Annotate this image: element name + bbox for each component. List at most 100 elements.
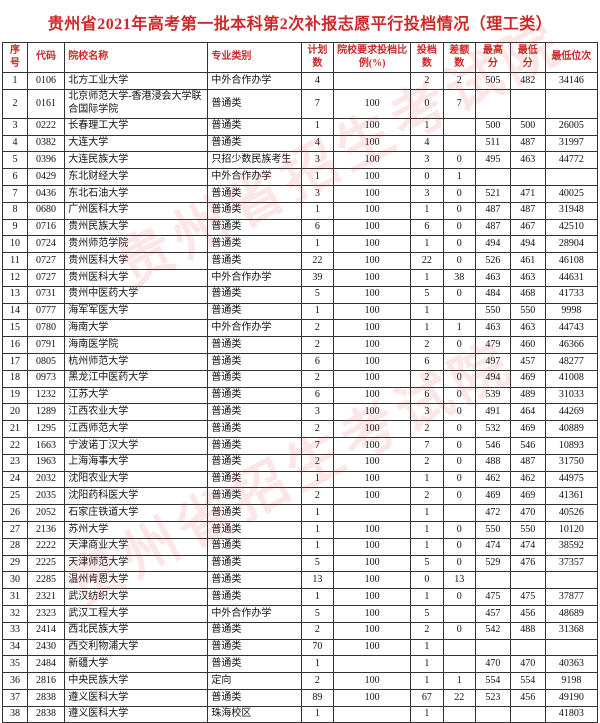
table-cell: 北京师范大学-香港浸会大学联合国际学院: [65, 89, 208, 118]
col-min: 最低分: [510, 43, 545, 73]
table-cell: 沈阳药科医大学: [65, 488, 208, 505]
table-cell: 40025: [545, 185, 597, 202]
table-cell: 31750: [545, 454, 597, 471]
table-cell: 珠海校区: [208, 706, 301, 723]
table-cell: 67: [411, 689, 443, 706]
table-cell: 2838: [27, 706, 64, 723]
table-cell: 普通类: [208, 521, 301, 538]
table-cell: 普通类: [208, 253, 301, 270]
table-cell: 1: [411, 303, 443, 320]
table-cell: 100: [334, 404, 411, 421]
table-cell: 554: [475, 673, 510, 690]
table-cell: 0: [443, 437, 475, 454]
table-cell: 100: [334, 269, 411, 286]
table-cell: 100: [334, 437, 411, 454]
table-row: 272136苏州大学普通类11001055055010120: [3, 521, 598, 538]
table-cell: [510, 169, 545, 186]
table-cell: 529: [475, 555, 510, 572]
table-cell: 487: [475, 219, 510, 236]
table-cell: 554: [510, 673, 545, 690]
table-row: 120727贵州医科大学中外合作办学3910013846346344631: [3, 269, 598, 286]
table-cell: 7: [443, 89, 475, 118]
table-cell: 大连大学: [65, 135, 208, 152]
table-cell: 482: [510, 73, 545, 90]
table-cell: 488: [475, 454, 510, 471]
table-cell: 2484: [27, 656, 64, 673]
table-cell: 546: [475, 437, 510, 454]
table-cell: 497: [475, 353, 510, 370]
table-cell: 1: [301, 236, 333, 253]
table-cell: 26: [3, 505, 28, 522]
table-cell: 普通类: [208, 622, 301, 639]
table-cell: 0777: [27, 303, 64, 320]
table-cell: 461: [510, 253, 545, 270]
table-cell: [475, 89, 510, 118]
table-cell: 1663: [27, 437, 64, 454]
table-row: 322323武汉工程大学中外合作办学5100545745648689: [3, 605, 598, 622]
table-cell: 487: [510, 135, 545, 152]
table-cell: 1: [301, 505, 333, 522]
table-row: 352484新疆大学普通类1147047040363: [3, 656, 598, 673]
table-cell: [443, 656, 475, 673]
table-cell: 463: [510, 152, 545, 169]
table-cell: 456: [510, 605, 545, 622]
table-cell: 521: [475, 185, 510, 202]
table-cell: 江苏大学: [65, 387, 208, 404]
table-cell: [510, 706, 545, 723]
table-cell: 0106: [27, 73, 64, 90]
table-cell: 100: [334, 89, 411, 118]
table-cell: 2: [301, 488, 333, 505]
table-cell: 31: [3, 589, 28, 606]
table-cell: 18: [3, 370, 28, 387]
table-cell: 普通类: [208, 219, 301, 236]
table-cell: 0: [411, 89, 443, 118]
table-cell: 1: [301, 202, 333, 219]
table-cell: 中外合作办学: [208, 269, 301, 286]
admission-table: 序号 代码 院校名称 专业类别 计划数 院校要求投档比例(%) 投档数 差额数 …: [2, 42, 598, 723]
table-cell: 1: [301, 471, 333, 488]
table-cell: 0: [443, 471, 475, 488]
table-cell: 6: [3, 169, 28, 186]
table-cell: 474: [510, 538, 545, 555]
table-cell: 523: [475, 689, 510, 706]
table-cell: 487: [475, 202, 510, 219]
table-cell: 476: [510, 555, 545, 572]
table-cell: 1: [443, 673, 475, 690]
table-cell: 普通类: [208, 303, 301, 320]
table-cell: 14: [3, 303, 28, 320]
table-cell: 100: [334, 387, 411, 404]
table-cell: 普通类: [208, 202, 301, 219]
table-cell: 475: [475, 589, 510, 606]
table-cell: 100: [334, 689, 411, 706]
col-plan: 计划数: [301, 43, 333, 73]
table-cell: 2: [411, 370, 443, 387]
table-cell: 3: [301, 152, 333, 169]
table-cell: 0: [411, 169, 443, 186]
table-cell: 中外合作办学: [208, 320, 301, 337]
table-cell: 20: [3, 404, 28, 421]
table-cell: 46366: [545, 337, 597, 354]
table-cell: 0161: [27, 89, 64, 118]
table-cell: 海南医学院: [65, 337, 208, 354]
table-cell: 0: [443, 152, 475, 169]
table-cell: 0: [443, 538, 475, 555]
table-cell: [334, 505, 411, 522]
table-cell: 5: [301, 555, 333, 572]
table-cell: [545, 639, 597, 656]
table-cell: 41361: [545, 488, 597, 505]
table-cell: 0: [443, 421, 475, 438]
table-cell: 中央民族大学: [65, 673, 208, 690]
table-cell: 0: [443, 253, 475, 270]
table-cell: 天津商业大学: [65, 538, 208, 555]
table-cell: 普通类: [208, 286, 301, 303]
table-cell: 1: [301, 656, 333, 673]
table-cell: 2430: [27, 639, 64, 656]
table-cell: 1: [301, 706, 333, 723]
table-cell: 1: [411, 639, 443, 656]
table-cell: 2: [411, 622, 443, 639]
table-cell: [443, 353, 475, 370]
table-cell: 487: [510, 454, 545, 471]
table-cell: 32: [3, 605, 28, 622]
table-cell: 42510: [545, 219, 597, 236]
table-cell: [510, 639, 545, 656]
